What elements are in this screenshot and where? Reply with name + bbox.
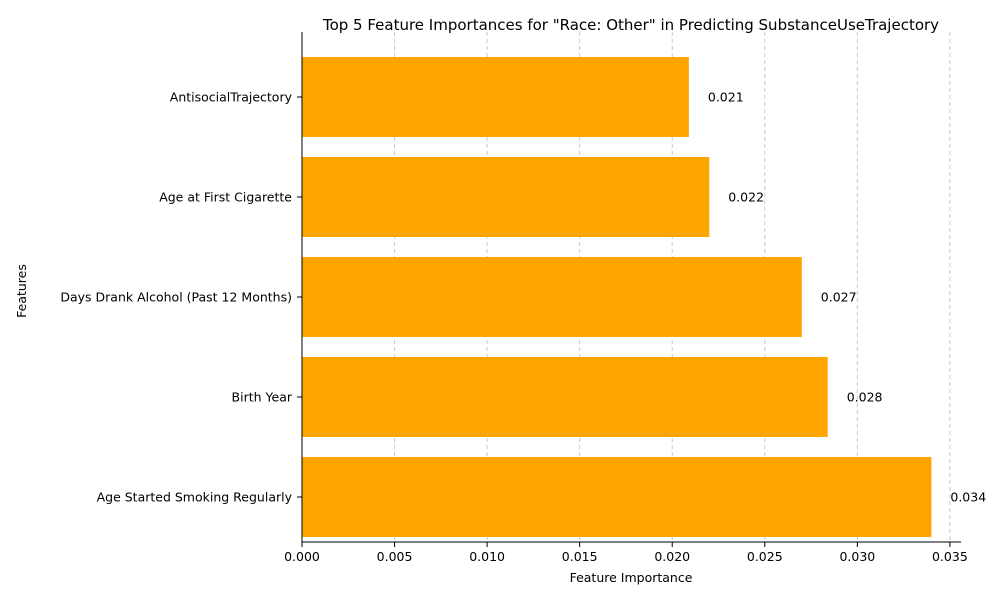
x-tick-label: 0.025 [747, 549, 783, 564]
y-axis-title: Features [14, 264, 29, 318]
bar [302, 457, 932, 537]
ticks-layer: 0.000 0.005 0.010 0.015 0.020 0.025 0.030 0.035 [284, 96, 968, 564]
x-tick-label: 0.035 [932, 549, 968, 564]
bar-value-label: 0.034 [950, 490, 986, 505]
y-tick-label: AntisocialTrajectory [170, 90, 293, 105]
y-tick-label: Age at First Cigarette [159, 190, 292, 205]
bar-value-label: 0.022 [728, 190, 764, 205]
bar-value-label: 0.028 [847, 390, 883, 405]
bar [302, 257, 802, 337]
axes-layer [301, 32, 961, 543]
x-tick-label: 0.005 [377, 549, 413, 564]
x-tick-label: 0.010 [469, 549, 505, 564]
x-axis-title: Feature Importance [570, 570, 693, 585]
bar [302, 57, 689, 137]
y-tick-label: Age Started Smoking Regularly [97, 490, 293, 505]
y-tick-label: Birth Year [232, 390, 293, 405]
bar-value-label: 0.021 [708, 90, 744, 105]
bar-value-label: 0.027 [821, 290, 857, 305]
bars-layer [302, 57, 932, 537]
x-tick-label: 0.000 [284, 549, 320, 564]
y-tick-label: Days Drank Alcohol (Past 12 Months) [60, 290, 292, 305]
x-tick-label: 0.030 [839, 549, 875, 564]
x-tick-label: 0.015 [562, 549, 598, 564]
bar [302, 357, 828, 437]
x-tick-label: 0.020 [654, 549, 690, 564]
labels-layer: AntisocialTrajectory 0.021 Age at First Ci… [60, 90, 986, 505]
chart-title: Top 5 Feature Importances for "Race: Oth… [322, 16, 939, 34]
bar [302, 157, 710, 237]
